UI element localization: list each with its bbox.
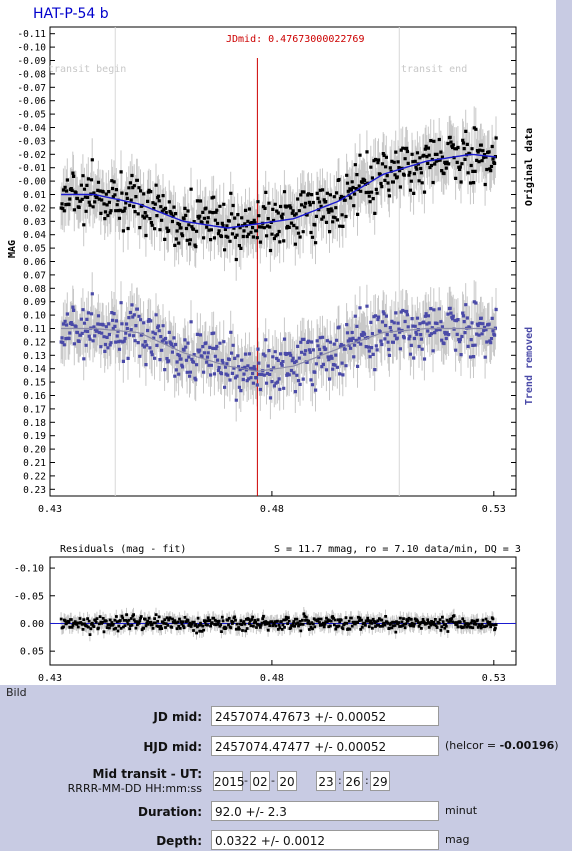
ut-sep-2: - — [271, 774, 275, 787]
trend-removed-marks — [59, 292, 498, 402]
y-tick-label: 0.01 — [23, 190, 46, 201]
ut-sep-3: : — [338, 774, 342, 787]
y-tick-label: 0.11 — [23, 324, 46, 335]
y-tick-label: 0.15 — [23, 378, 46, 389]
bild-label: Bild — [6, 686, 27, 699]
duration-label: Duration: — [138, 805, 202, 819]
y-tick-label: 0.07 — [23, 270, 46, 281]
original-fit-curve — [61, 153, 497, 229]
res-x-tick-label: 0.53 — [482, 673, 506, 684]
transit-begin-label: transit begin — [48, 64, 126, 75]
x-tick-label: 0.48 — [260, 504, 284, 515]
y-tick-label: 0.16 — [23, 391, 46, 402]
res-y-tick-label: 0.05 — [20, 647, 44, 658]
y-tick-label: 0.04 — [23, 230, 46, 241]
y-tick-label: 0.05 — [23, 244, 46, 255]
y-tick-label: -0.04 — [17, 123, 46, 134]
res-y-tick-label: 0.00 — [20, 619, 44, 630]
helcor-prefix: (helcor = — [445, 739, 500, 752]
original-data-marks — [59, 126, 498, 262]
transit-end-label: transit end — [401, 64, 467, 75]
y-tick-label: -0.06 — [17, 96, 46, 107]
trend-removed-points — [59, 292, 498, 402]
res-x-tick-label: 0.48 — [260, 673, 284, 684]
res-x-tick-label: 0.43 — [38, 673, 62, 684]
y-tick-label: 0.14 — [23, 364, 46, 375]
x-tick-label: 0.43 — [38, 504, 62, 515]
original-data-label: Original data — [523, 128, 535, 206]
ut-sep-4: : — [365, 774, 369, 787]
y-tick-label: 0.12 — [23, 337, 46, 348]
y-tick-label: -0.02 — [17, 150, 46, 161]
ut-hour-field[interactable]: 23 — [316, 771, 336, 791]
res-y-tick-label: -0.05 — [14, 591, 44, 602]
hjd-mid-field[interactable]: 2457074.47477 +/- 0.00052 — [211, 736, 439, 756]
y-tick-label: 0.18 — [23, 418, 46, 429]
original-data-points — [59, 126, 498, 262]
y-tick-label: 0.22 — [23, 471, 46, 482]
helcor-text: (helcor = -0.00196) — [445, 736, 559, 756]
y-tick-label: -0.07 — [17, 83, 46, 94]
light-curve-chart: HAT-P-54 b -0.11 -0.10 -0.09 -0.08 -0.07 -0.0… — [7, 6, 535, 684]
scrollbar[interactable] — [556, 0, 572, 685]
y-tick-label: 0.19 — [23, 431, 46, 442]
duration-unit: minut — [445, 804, 478, 817]
residuals-title: Residuals (mag - fit) — [60, 544, 186, 555]
mid-transit-format: RRRR-MM-DD HH:mm:ss — [67, 782, 202, 795]
y-tick-label: -0.05 — [17, 110, 46, 121]
y-tick-label: 0.13 — [23, 351, 46, 362]
y-tick-label: 0.21 — [23, 458, 46, 469]
main-plot-frame — [49, 26, 517, 497]
y-axis-label: MAG — [7, 240, 18, 258]
depth-field[interactable]: 0.0322 +/- 0.0012 — [211, 830, 439, 850]
hjd-mid-label: HJD mid: — [143, 740, 202, 754]
y-tick-label: -0.11 — [17, 29, 46, 40]
ut-month-field[interactable]: 02 — [250, 771, 270, 791]
ut-sep-1: - — [244, 774, 248, 787]
trend-removed-label: Trend removed — [524, 327, 535, 405]
jd-mid-field[interactable]: 2457074.47673 +/- 0.00052 — [211, 706, 439, 726]
light-curve-panel: HAT-P-54 b -0.11 -0.10 -0.09 -0.08 -0.07 -0.0… — [7, 6, 535, 684]
helcor-value: -0.00196 — [499, 739, 555, 752]
trend-fit-curve — [61, 327, 496, 372]
y-tick-label: -0.00 — [17, 177, 46, 188]
y-tick-label: 0.17 — [23, 404, 46, 415]
depth-unit: mag — [445, 833, 470, 846]
ut-second-field[interactable]: 29 — [370, 771, 390, 791]
y-tick-label: -0.09 — [17, 56, 46, 67]
y-tick-label: -0.08 — [17, 69, 46, 80]
y-tick-label: 0.23 — [23, 485, 46, 496]
depth-label: Depth: — [156, 834, 202, 848]
y-tick-label: 0.02 — [23, 203, 46, 214]
y-tick-label: 0.10 — [23, 311, 46, 322]
y-tick-label: 0.20 — [23, 445, 46, 456]
y-tick-label: 0.08 — [23, 284, 46, 295]
transit-form: Bild JD mid: 2457074.47673 +/- 0.00052 H… — [0, 685, 572, 851]
chart-title: HAT-P-54 b — [33, 6, 109, 22]
res-y-tick-label: -0.10 — [14, 564, 44, 575]
duration-field[interactable]: 92.0 +/- 2.3 — [211, 801, 439, 821]
jdmid-label: JDmid: 0.47673000022769 — [226, 34, 364, 45]
jd-mid-label: JD mid: — [153, 710, 202, 724]
y-tick-label: 0.06 — [23, 257, 46, 268]
ut-minute-field[interactable]: 26 — [343, 771, 363, 791]
y-tick-label: -0.01 — [17, 163, 46, 174]
ut-year-field[interactable]: 2015 — [213, 771, 245, 791]
y-tick-label: 0.09 — [23, 297, 46, 308]
helcor-suffix: ) — [554, 739, 559, 752]
mid-transit-label: Mid transit - UT: — [92, 767, 202, 781]
ut-day-field[interactable]: 20 — [277, 771, 297, 791]
y-tick-label: -0.03 — [17, 136, 46, 147]
x-tick-label: 0.53 — [482, 504, 506, 515]
residuals-frame — [49, 556, 517, 666]
y-tick-label: -0.10 — [17, 43, 46, 54]
residuals-stats: S = 11.7 mmag, ro = 7.10 data/min, DQ = … — [274, 544, 521, 555]
residual-points — [59, 612, 498, 636]
y-tick-label: 0.03 — [23, 217, 46, 228]
